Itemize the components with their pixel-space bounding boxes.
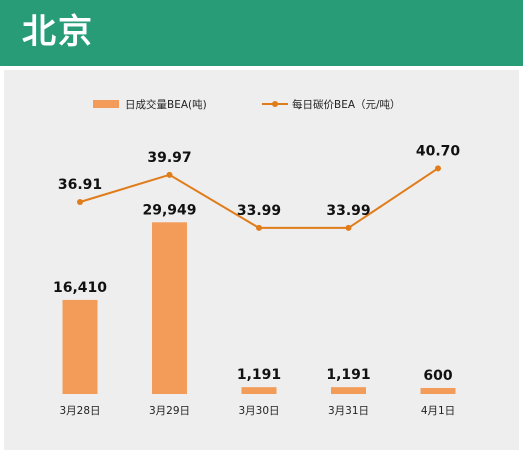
bar-label-1: 29,949: [142, 202, 196, 218]
line-label-1: 39.97: [147, 150, 191, 166]
line-data-labels: 36.91 39.97 33.99 33.99 40.70: [58, 143, 461, 219]
legend-bar-swatch: [93, 100, 119, 108]
line-point-1: [166, 171, 173, 178]
line-path: [79, 167, 439, 229]
legend-line-label: 每日碳价BEA（元/吨）: [292, 98, 401, 111]
x-axis-ticks: 3月28日 3月29日 3月30日 3月31日 4月1日: [59, 405, 455, 417]
bar-4: [420, 388, 456, 394]
bar-3: [331, 387, 366, 394]
bar-0: [62, 299, 98, 394]
line-series: [77, 165, 441, 231]
x-tick-4: 4月1日: [421, 405, 455, 417]
line-label-0: 36.91: [58, 177, 102, 193]
line-label-2: 33.99: [237, 203, 281, 219]
header-bar: 北京: [0, 0, 523, 66]
line-label-3: 33.99: [326, 203, 370, 219]
bar-label-3: 1,191: [326, 367, 370, 383]
bar-series: [62, 222, 456, 394]
bar-1: [152, 222, 187, 394]
bar-data-labels: 16,410 29,949 1,191 1,191 600: [53, 202, 453, 384]
line-label-4: 40.70: [416, 143, 461, 159]
legend: 日成交量BEA(吨) 每日碳价BEA（元/吨）: [93, 98, 401, 111]
line-point-2: [256, 224, 262, 231]
bar-2: [241, 387, 277, 394]
line-point-4: [435, 165, 441, 172]
line-point-0: [77, 199, 83, 205]
x-tick-3: 3月31日: [328, 405, 369, 417]
chart-title: 北京: [22, 12, 94, 52]
x-tick-1: 3月29日: [149, 405, 190, 417]
legend-line-marker: [272, 101, 278, 107]
x-tick-0: 3月28日: [59, 405, 100, 417]
bar-label-0: 16,410: [53, 280, 107, 296]
bar-label-2: 1,191: [237, 367, 281, 383]
x-tick-2: 3月30日: [238, 405, 279, 417]
bar-label-4: 600: [423, 368, 452, 384]
legend-bar-label: 日成交量BEA(吨): [125, 98, 207, 111]
line-point-3: [345, 224, 352, 231]
